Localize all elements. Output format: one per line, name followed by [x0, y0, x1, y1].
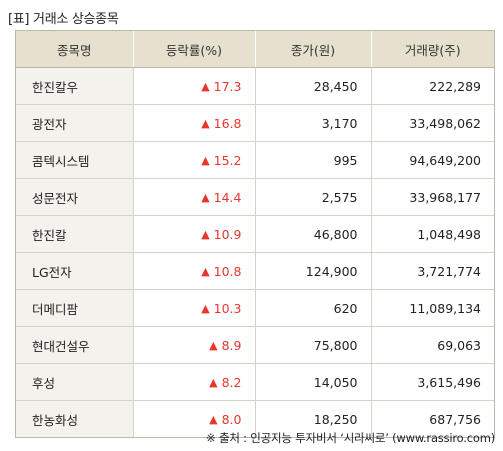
close-price: 18,250 — [254, 400, 371, 437]
change-rate-cell: ▲ 8.0 — [132, 400, 255, 437]
change-rate: 8.0 — [221, 411, 242, 427]
volume: 33,968,177 — [370, 178, 494, 216]
volume: 3,615,496 — [370, 363, 494, 401]
triangle-up-icon: ▲ — [209, 412, 218, 426]
table-row: 후성 ▲ 8.2 14,050 3,615,496 — [16, 363, 494, 401]
triangle-up-icon: ▲ — [209, 375, 218, 389]
triangle-up-icon: ▲ — [201, 227, 210, 241]
table-row: 더메디팜 ▲ 10.3 620 11,089,134 — [16, 289, 494, 327]
change-rate-cell: ▲ 17.3 — [132, 67, 255, 105]
stock-name: LG전자 — [16, 252, 133, 290]
close-price: 2,575 — [254, 178, 371, 216]
volume: 33,498,062 — [370, 104, 494, 142]
triangle-up-icon: ▲ — [201, 301, 210, 315]
triangle-up-icon: ▲ — [201, 116, 210, 130]
header-volume: 거래량(주) — [370, 31, 494, 68]
table-row: 한농화성 ▲ 8.0 18,250 687,756 — [16, 400, 494, 437]
table-header-row: 종목명 등락률(%) 종가(원) 거래량(주) — [16, 31, 494, 68]
change-rate: 10.8 — [213, 263, 242, 279]
stock-name: 후성 — [16, 363, 133, 401]
change-rate-cell: ▲ 10.3 — [132, 289, 255, 327]
change-rate: 8.9 — [221, 337, 242, 353]
stock-name: 한진칼 — [16, 215, 133, 253]
close-price: 124,900 — [254, 252, 371, 290]
volume: 222,289 — [370, 67, 494, 105]
stock-name: 현대건설우 — [16, 326, 133, 364]
change-rate: 10.3 — [213, 300, 242, 316]
change-rate-cell: ▲ 8.2 — [132, 363, 255, 401]
table-row: 현대건설우 ▲ 8.9 75,800 69,063 — [16, 326, 494, 364]
change-rate-cell: ▲ 8.9 — [132, 326, 255, 364]
change-rate: 10.9 — [213, 226, 242, 242]
stock-name: 성문전자 — [16, 178, 133, 216]
close-price: 3,170 — [254, 104, 371, 142]
change-rate: 8.2 — [221, 374, 242, 390]
stock-name: 더메디팜 — [16, 289, 133, 327]
header-close-price: 종가(원) — [254, 31, 371, 68]
change-rate: 17.3 — [213, 78, 242, 94]
close-price: 75,800 — [254, 326, 371, 364]
change-rate: 16.8 — [213, 115, 242, 131]
table-row: 한진칼우 ▲ 17.3 28,450 222,289 — [16, 67, 494, 105]
volume: 94,649,200 — [370, 141, 494, 179]
change-rate-cell: ▲ 10.9 — [132, 215, 255, 253]
change-rate: 14.4 — [213, 189, 242, 205]
header-change-rate: 등락률(%) — [132, 31, 255, 68]
triangle-up-icon: ▲ — [201, 264, 210, 278]
change-rate-cell: ▲ 10.8 — [132, 252, 255, 290]
volume: 3,721,774 — [370, 252, 494, 290]
table-row: 한진칼 ▲ 10.9 46,800 1,048,498 — [16, 215, 494, 253]
triangle-up-icon: ▲ — [209, 338, 218, 352]
change-rate-cell: ▲ 16.8 — [132, 104, 255, 142]
change-rate-cell: ▲ 15.2 — [132, 141, 255, 179]
close-price: 46,800 — [254, 215, 371, 253]
volume: 11,089,134 — [370, 289, 494, 327]
close-price: 620 — [254, 289, 371, 327]
stock-name: 콤텍시스템 — [16, 141, 133, 179]
volume: 69,063 — [370, 326, 494, 364]
header-stock-name: 종목명 — [16, 31, 133, 68]
triangle-up-icon: ▲ — [201, 153, 210, 167]
stock-name: 한농화성 — [16, 400, 133, 437]
stock-name: 광전자 — [16, 104, 133, 142]
close-price: 14,050 — [254, 363, 371, 401]
change-rate-cell: ▲ 14.4 — [132, 178, 255, 216]
source-note: ※ 출처 : 인공지능 투자비서 ‘시라씨로’ (www.rassiro.com… — [206, 431, 495, 445]
table-row: LG전자 ▲ 10.8 124,900 3,721,774 — [16, 252, 494, 290]
volume: 1,048,498 — [370, 215, 494, 253]
table-row: 성문전자 ▲ 14.4 2,575 33,968,177 — [16, 178, 494, 216]
triangle-up-icon: ▲ — [201, 79, 210, 93]
table-row: 광전자 ▲ 16.8 3,170 33,498,062 — [16, 104, 494, 142]
volume: 687,756 — [370, 400, 494, 437]
triangle-up-icon: ▲ — [201, 190, 210, 204]
close-price: 995 — [254, 141, 371, 179]
table-title: [표] 거래소 상승종목 — [8, 12, 119, 27]
change-rate: 15.2 — [213, 152, 242, 168]
stock-name: 한진칼우 — [16, 67, 133, 105]
table-row: 콤텍시스템 ▲ 15.2 995 94,649,200 — [16, 141, 494, 179]
close-price: 28,450 — [254, 67, 371, 105]
stock-table: 종목명 등락률(%) 종가(원) 거래량(주) 한진칼우 ▲ 17.3 28,450 2… — [15, 30, 495, 438]
